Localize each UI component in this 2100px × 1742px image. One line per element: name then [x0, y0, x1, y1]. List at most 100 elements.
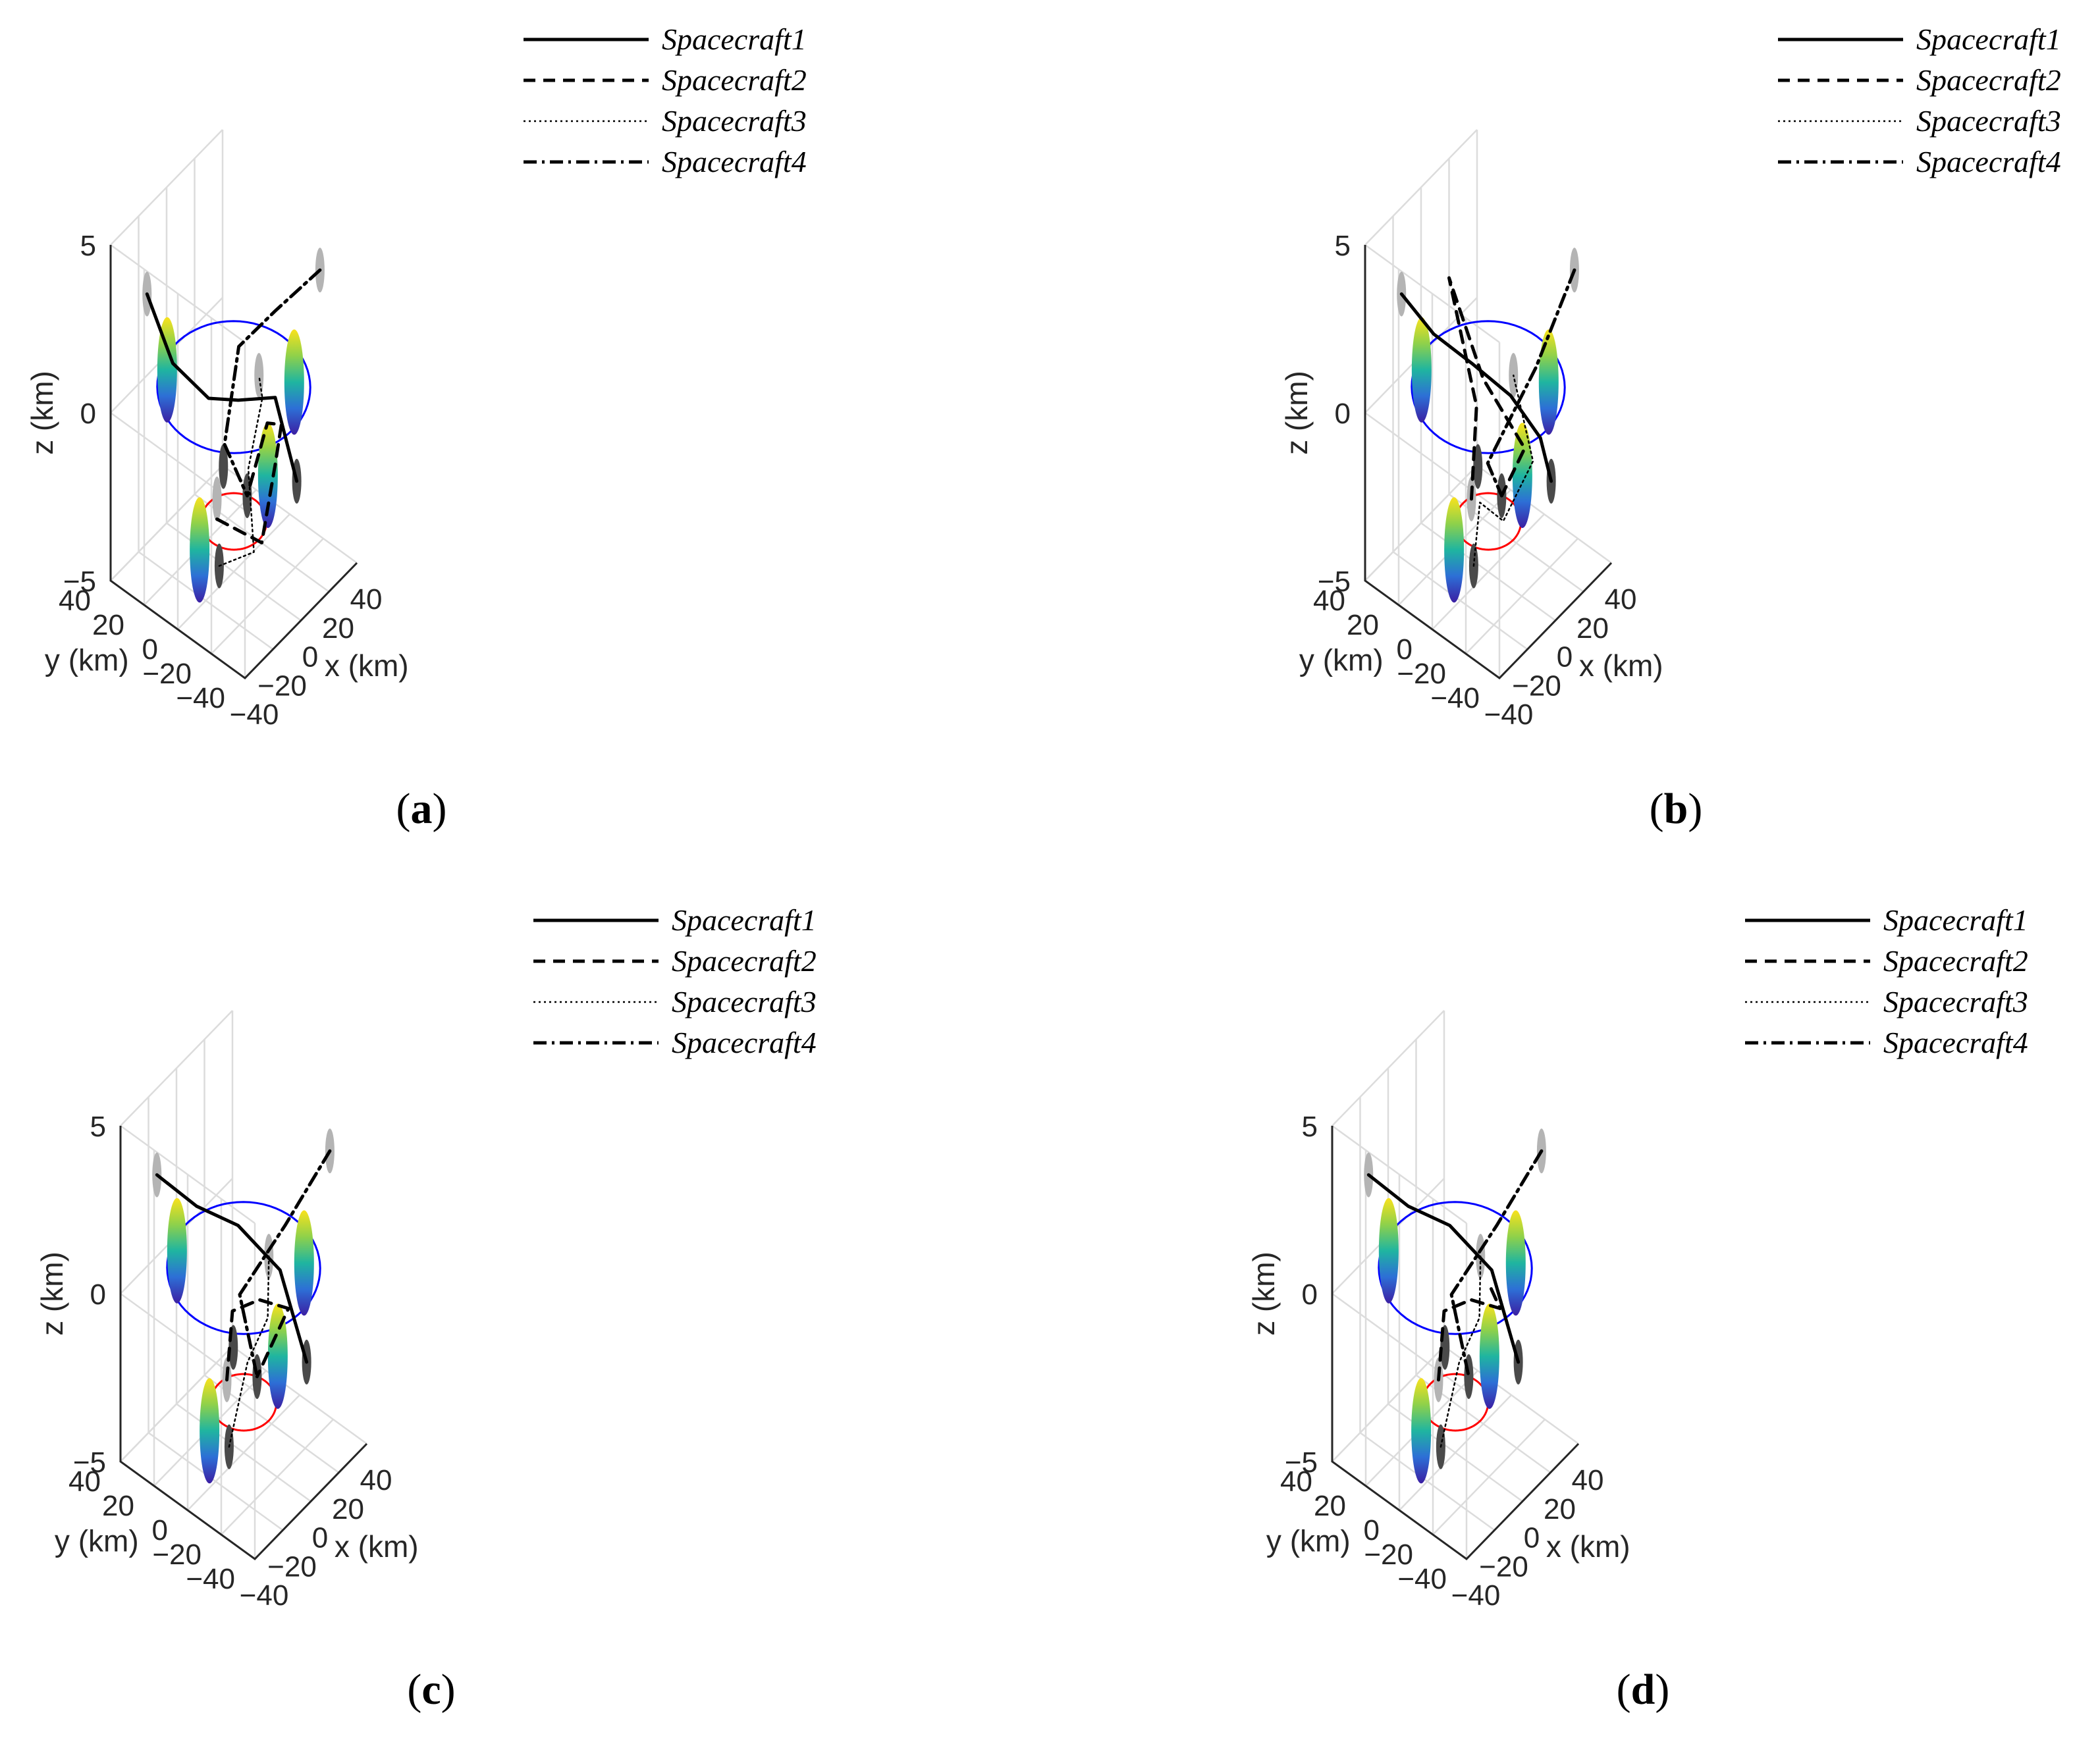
y-tick-label: 20: [1347, 609, 1379, 641]
z-axis-label: z (km): [1279, 371, 1314, 455]
grid-line: [177, 514, 290, 630]
grid: [1364, 129, 1612, 679]
spacecraft-marker: [254, 353, 264, 398]
trajectory-spacecraft4: [1486, 268, 1576, 498]
y-axis-label: y (km): [1266, 1524, 1351, 1558]
z-tick-label: −5: [1285, 1446, 1318, 1479]
y-tick-label: −40: [176, 682, 225, 714]
sensor-cone: [1505, 1210, 1526, 1316]
axis-lines: [109, 245, 358, 679]
z-tick-label: 5: [1335, 230, 1351, 262]
x-tick-label: −40: [1484, 699, 1534, 731]
trajectory-spacecraft2: [1437, 1282, 1502, 1382]
y-tick-label: −20: [1364, 1539, 1413, 1571]
orbit-outer: [166, 1201, 321, 1335]
legend: Spacecraft1 Spacecraft2 Spacecraft3 Spacecr…: [524, 22, 807, 178]
sensor-cone: [1512, 423, 1532, 529]
y-axis-label: y (km): [55, 1524, 139, 1558]
panel-caption: (d): [1617, 1666, 1670, 1714]
y-axis-label: y (km): [45, 643, 129, 677]
legend-entry: Spacecraft1: [662, 22, 807, 56]
sensor-cone: [157, 317, 177, 423]
z-tick-label: −5: [63, 566, 96, 598]
grid-line: [187, 1394, 300, 1511]
x-tick-label: 0: [1524, 1522, 1540, 1554]
spacecraft-marker: [212, 476, 222, 521]
y-tick-label: 0: [152, 1514, 168, 1546]
legend-entry: Spacecraft3: [1883, 985, 2028, 1018]
x-tick-label: −20: [257, 670, 307, 702]
legend-entry: Spacecraft4: [1883, 1026, 2028, 1059]
legend: Spacecraft1 Spacecraft2 Spacecraft3 Spacecr…: [533, 903, 817, 1059]
legend-entry: Spacecraft3: [662, 104, 807, 138]
sensor-cone: [200, 1378, 220, 1484]
z-tick-label: 0: [80, 398, 96, 430]
legend-entry: Spacecraft3: [1916, 104, 2061, 138]
sensor-cone: [294, 1210, 314, 1316]
y-tick-label: −20: [142, 658, 192, 690]
y-tick-label: 40: [59, 585, 91, 617]
legend-entry: Spacecraft2: [672, 944, 817, 978]
grid-line: [1432, 514, 1545, 630]
grid: [119, 1010, 367, 1560]
y-tick-label: −40: [186, 1563, 235, 1595]
x-tick-label: −40: [240, 1579, 289, 1612]
trajectory-spacecraft3: [1472, 374, 1534, 567]
z-tick-label: 0: [90, 1279, 106, 1311]
x-tick-label: 40: [360, 1464, 392, 1496]
x-tick-label: −20: [1479, 1550, 1528, 1583]
trajectory-spacecraft3: [1440, 1255, 1482, 1448]
trajectory-spacecraft3: [228, 1255, 270, 1448]
y-tick-label: 20: [102, 1490, 134, 1522]
legend-entry: Spacecraft2: [662, 63, 807, 97]
x-tick-label: 0: [312, 1522, 328, 1554]
panel-caption: (c): [407, 1666, 455, 1714]
x-axis-label: x (km): [325, 648, 409, 683]
legend-entry: Spacecraft2: [1916, 63, 2061, 97]
z-tick-label: 0: [1302, 1279, 1318, 1311]
x-tick-label: −40: [230, 699, 279, 731]
z-axis-label: z (km): [35, 1252, 69, 1336]
y-tick-label: 40: [1313, 585, 1345, 617]
orbit-outer: [156, 320, 311, 454]
x-tick-label: 40: [1605, 583, 1637, 616]
sensor-cone: [1411, 1378, 1432, 1484]
trajectory-spacecraft3: [218, 374, 263, 567]
y-axis-label: y (km): [1299, 643, 1384, 677]
z-tick-label: 5: [80, 230, 96, 262]
x-axis-label: x (km): [1546, 1529, 1630, 1564]
sensor-cone: [284, 329, 304, 435]
y-tick-label: 0: [142, 633, 158, 666]
x-axis-label: x (km): [335, 1529, 419, 1564]
x-tick-label: 40: [350, 583, 383, 616]
panel-caption: (a): [396, 785, 447, 833]
legend: Spacecraft1 Spacecraft2 Spacecraft3 Spacecr…: [1745, 903, 2028, 1059]
axis-lines: [1364, 245, 1613, 679]
legend-entry: Spacecraft2: [1883, 944, 2028, 978]
sensor-cone: [1538, 329, 1559, 435]
y-tick-label: 0: [1364, 1514, 1380, 1546]
y-tick-label: 40: [68, 1465, 101, 1498]
sensor-cone: [1444, 497, 1465, 603]
z-tick-label: −5: [1318, 566, 1351, 598]
trajectory-spacecraft1: [1366, 1173, 1521, 1364]
sensor-cone: [1479, 1304, 1499, 1410]
legend-entry: Spacecraft1: [1883, 903, 2028, 937]
grid: [1331, 1010, 1579, 1560]
trajectory-spacecraft2: [1447, 276, 1526, 501]
z-tick-label: 5: [1302, 1111, 1318, 1143]
trajectory-spacecraft1: [145, 292, 299, 483]
trajectory-spacecraft1: [1399, 292, 1553, 483]
z-tick-label: 5: [90, 1111, 106, 1143]
spacecraft-marker: [1473, 444, 1483, 489]
orbit-outer: [1378, 1201, 1533, 1335]
axis-lines: [1331, 1126, 1580, 1560]
y-tick-label: 20: [1314, 1490, 1346, 1522]
z-tick-label: 0: [1335, 398, 1351, 430]
legend: Spacecraft1 Spacecraft2 Spacecraft3 Spacecr…: [1778, 22, 2061, 178]
sensor-cone: [190, 497, 210, 603]
x-tick-label: 20: [332, 1493, 364, 1525]
